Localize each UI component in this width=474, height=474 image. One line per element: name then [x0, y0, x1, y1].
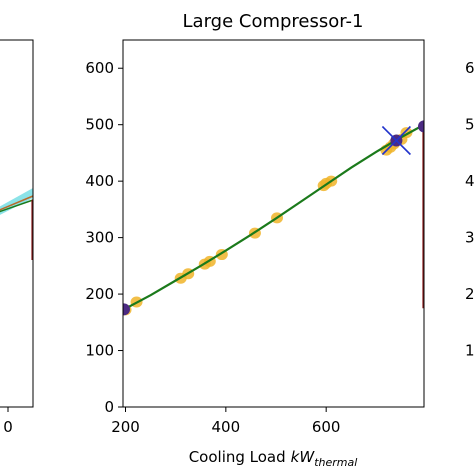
x-tick-label: 200 [111, 418, 140, 436]
center-panel: Large Compressor-1 0 100 200 300 400 500 600 20… [85, 11, 425, 469]
y-tick-label: 0 [104, 398, 114, 416]
right-y-tick-label: 3 [465, 229, 474, 247]
y-tick-label: 300 [85, 229, 114, 247]
x-axis-label: Cooling Load kWthermal [189, 448, 358, 469]
cross-marker [381, 125, 411, 156]
right-y-tick-label: 4 [465, 172, 474, 190]
left-series-line [0, 195, 34, 211]
x-axis-label-unit: kW [291, 448, 316, 466]
y-tick-label: 600 [85, 59, 114, 77]
y-tick-label: 400 [85, 172, 114, 190]
x-axis-label-subscript: thermal [314, 456, 357, 469]
x-axis-label-main: Cooling Load [189, 448, 286, 466]
endpoint-marker [418, 120, 424, 133]
right-y-tick-label: 5 [465, 116, 474, 134]
right-panel: 6 5 4 3 2 1 [465, 59, 474, 360]
left-axes-frame [0, 39, 34, 408]
y-tick-label: 200 [85, 285, 114, 303]
fit-line [123, 123, 424, 311]
left-panel: 0 [0, 39, 34, 436]
x-tick-label: 400 [212, 418, 241, 436]
y-tick-label: 500 [85, 116, 114, 134]
left-fit-line [0, 199, 34, 213]
left-x-tick-label: 0 [3, 418, 13, 436]
right-y-tick-label: 6 [465, 59, 474, 77]
right-y-ticks: 6 5 4 3 2 1 [465, 59, 474, 360]
x-tick-label: 600 [312, 418, 341, 436]
right-y-tick-label: 1 [465, 342, 474, 360]
left-band [0, 188, 34, 260]
center-plot-area [123, 120, 424, 316]
y-tick-label: 100 [85, 342, 114, 360]
center-ticks: 0 100 200 300 400 500 600 200 400 600 [85, 59, 340, 436]
endpoint-marker [123, 303, 131, 316]
chart-title: Large Compressor-1 [183, 11, 364, 32]
left-confidence-band [0, 188, 33, 215]
right-y-tick-label: 2 [465, 285, 474, 303]
center-axes-frame [122, 39, 425, 408]
